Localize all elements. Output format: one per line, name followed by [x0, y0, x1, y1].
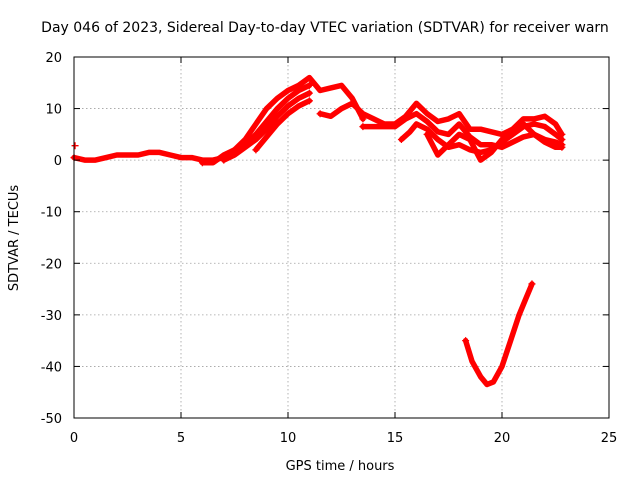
series-track-1 — [71, 74, 366, 163]
series-endpoint-marker — [558, 136, 566, 144]
x-axis-label: GPS time / hours — [286, 459, 395, 474]
series-endpoint-marker — [528, 280, 536, 288]
x-tick-label: 20 — [494, 431, 511, 446]
series-track-2 — [199, 82, 313, 166]
series-trace — [199, 82, 313, 166]
outlier-point — [71, 142, 79, 150]
y-tick-label: 0 — [54, 154, 62, 169]
y-tick-label: -50 — [41, 412, 62, 427]
series-track-8 — [424, 121, 565, 163]
series-endpoint-marker — [359, 123, 367, 131]
y-tick-label: 20 — [45, 51, 62, 66]
series-endpoint-marker — [305, 97, 313, 105]
series-trace — [317, 100, 565, 138]
series-track-4 — [253, 98, 313, 153]
series-endpoint-marker — [252, 146, 260, 154]
series-track-5 — [317, 100, 565, 138]
y-tick-label: -10 — [41, 206, 62, 221]
series-endpoint-marker — [220, 156, 228, 164]
x-tick-label: 5 — [177, 431, 185, 446]
y-tick-label: -20 — [41, 257, 62, 272]
y-tick-label: -30 — [41, 309, 62, 324]
series-endpoint-marker — [305, 81, 313, 89]
series-trace — [221, 90, 313, 163]
chart-title: Day 046 of 2023, Sidereal Day-to-day VTE… — [41, 20, 609, 36]
x-tick-label: 0 — [70, 431, 78, 446]
series-trace — [398, 121, 565, 156]
series-endpoint-marker — [198, 159, 206, 167]
series-endpoint-marker — [462, 337, 470, 345]
series-track-9 — [462, 281, 535, 388]
y-tick-label: -40 — [41, 360, 62, 375]
x-tick-label: 25 — [601, 431, 618, 446]
y-axis-label: SDTVAR / TECUs — [7, 185, 22, 292]
series-endpoint-marker — [423, 130, 431, 138]
x-tick-label: 10 — [280, 431, 297, 446]
series-layer — [70, 74, 566, 388]
series-endpoint-marker — [316, 110, 324, 118]
series-endpoint-marker — [397, 136, 405, 144]
axis-layer: 0 5 10 15 20 25 -50 -40 -30 -20 -10 0 10 20 — [41, 51, 618, 446]
series-trace — [424, 121, 565, 163]
series-trace — [71, 74, 366, 163]
x-tick-label: 15 — [387, 431, 404, 446]
series-track-3 — [221, 90, 313, 163]
series-track-7 — [398, 121, 565, 156]
series-endpoint-marker — [558, 143, 566, 151]
series-endpoint-marker — [305, 89, 313, 97]
series-trace — [253, 98, 313, 153]
plot-frame — [73, 56, 610, 419]
y-tick-label: 10 — [45, 103, 62, 118]
series-trace — [462, 281, 535, 388]
